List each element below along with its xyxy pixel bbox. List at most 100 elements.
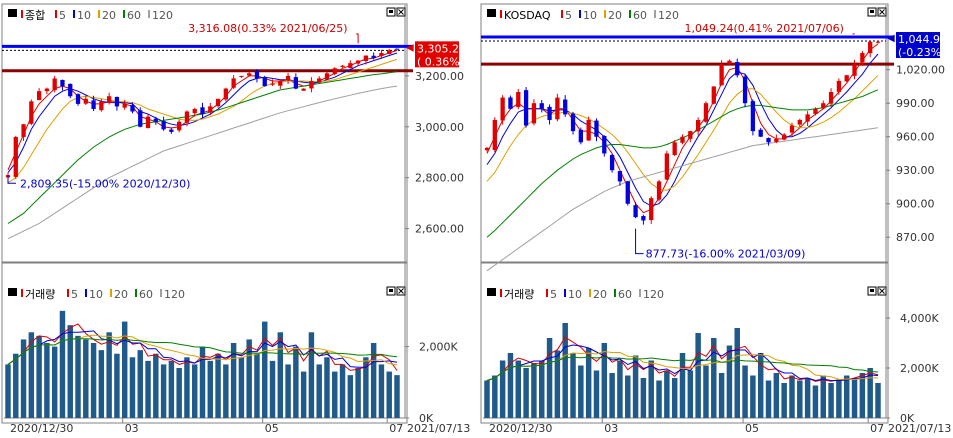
- volume-bar: [332, 372, 337, 418]
- date-label: 05: [265, 422, 279, 434]
- volume-bar: [285, 364, 290, 418]
- volume-bar: [852, 378, 857, 418]
- volume-bar: [355, 368, 360, 418]
- ma-label: 120: [643, 288, 664, 301]
- ma-marker-icon: [579, 10, 581, 18]
- volume-title-label: 거래량: [25, 288, 55, 301]
- candle-body: [60, 80, 64, 86]
- candle-body: [860, 53, 864, 62]
- volume-bar: [578, 366, 583, 419]
- volume-bar: [36, 336, 41, 418]
- price-tick-label: 870.00: [896, 231, 935, 244]
- volume-bar: [379, 364, 384, 418]
- volume-bar: [625, 376, 630, 419]
- candle-body: [37, 91, 41, 100]
- volume-bar: [735, 328, 740, 418]
- candle-body: [829, 92, 833, 104]
- ma-marker-icon: [639, 289, 641, 297]
- volume-bar: [523, 368, 528, 418]
- volume-bar: [215, 354, 220, 418]
- volume-bar: [176, 368, 181, 418]
- price-frame: [481, 4, 888, 262]
- volume-bar: [394, 375, 399, 418]
- candle-body: [14, 137, 18, 177]
- candle-body: [255, 71, 259, 78]
- ma-marker-icon: [614, 289, 616, 297]
- volume-bar: [316, 364, 321, 418]
- last-price-arrow-icon: ◀: [406, 42, 414, 53]
- volume-bar: [703, 366, 708, 419]
- ma-marker-icon: [160, 289, 162, 297]
- candle-body: [372, 56, 376, 58]
- candle-body: [348, 63, 352, 68]
- volume-bar: [688, 371, 693, 419]
- candle-body: [532, 103, 536, 123]
- price-tick-label: 2,800.00: [415, 172, 464, 185]
- low-annotation: 877.73(-16.00% 2021/03/09): [646, 248, 806, 261]
- ma-marker-icon: [546, 289, 548, 297]
- candle-body: [177, 122, 181, 131]
- volume-bar: [192, 364, 197, 418]
- ma-60-line: [8, 72, 397, 224]
- candle-body: [759, 130, 763, 137]
- candle-body: [278, 81, 282, 86]
- price-tick-label: 990.00: [896, 97, 935, 110]
- candle-body: [845, 75, 849, 81]
- candle-body: [673, 142, 677, 155]
- volume-bar: [145, 361, 150, 418]
- candle-body: [84, 99, 88, 104]
- candle-body: [500, 98, 504, 121]
- date-label: 03: [604, 422, 618, 434]
- ma-20-line: [487, 75, 878, 190]
- candle-body: [712, 86, 716, 103]
- candle-body: [263, 78, 267, 86]
- candle-body: [704, 103, 708, 122]
- ma-marker-icon: [564, 289, 566, 297]
- last-price-value: 3,305.21: [417, 42, 466, 55]
- volume-bar: [586, 348, 591, 418]
- high-annotation: 1,049.24(0.41% 2021/07/06): [685, 22, 844, 35]
- candle-body: [21, 124, 25, 137]
- candle-body: [123, 104, 127, 108]
- volume-tick-label: 4,000K: [900, 312, 939, 325]
- volume-bar: [293, 347, 298, 418]
- candle-body: [587, 120, 591, 141]
- volume-bar: [641, 378, 646, 418]
- ma-marker-icon: [561, 10, 563, 18]
- volume-bar: [680, 353, 685, 418]
- volume-bar: [254, 354, 259, 418]
- candle-body: [294, 77, 298, 88]
- candle-body: [333, 68, 337, 74]
- price-tick-label: 3,000.00: [415, 121, 464, 134]
- price-title-label: 종합: [25, 9, 45, 22]
- volume-bar: [516, 361, 521, 419]
- candle-body: [516, 92, 520, 107]
- candle-body: [53, 78, 57, 90]
- volume-bar: [860, 373, 865, 418]
- candle-body: [224, 89, 228, 100]
- volume-bar: [774, 373, 779, 418]
- ma-marker-icon: [98, 10, 100, 18]
- volume-bar: [309, 332, 314, 418]
- ma-marker-icon: [55, 10, 57, 18]
- volume-bar: [91, 343, 96, 418]
- ma-label: 20: [102, 9, 116, 22]
- candle-body: [618, 171, 622, 181]
- volume-bar: [60, 311, 65, 418]
- volume-title-label: 거래량: [504, 288, 534, 301]
- volume-bar: [813, 386, 818, 419]
- volume-bar: [828, 383, 833, 418]
- ma-label: 20: [114, 288, 128, 301]
- ma-label: 120: [152, 9, 173, 22]
- volume-bar: [169, 361, 174, 418]
- candle-body: [579, 130, 583, 142]
- price-tick-label: 1,020.00: [896, 64, 945, 77]
- maximize-glyph: [870, 10, 874, 13]
- date-label: 05: [745, 422, 759, 434]
- ma-marker-icon: [589, 289, 591, 297]
- volume-bar: [594, 371, 599, 419]
- low-annotation-line: [636, 229, 644, 254]
- volume-bar: [664, 371, 669, 419]
- right-panel: 1,020.00990.00960.00930.00900.00870.004,…: [481, 4, 951, 434]
